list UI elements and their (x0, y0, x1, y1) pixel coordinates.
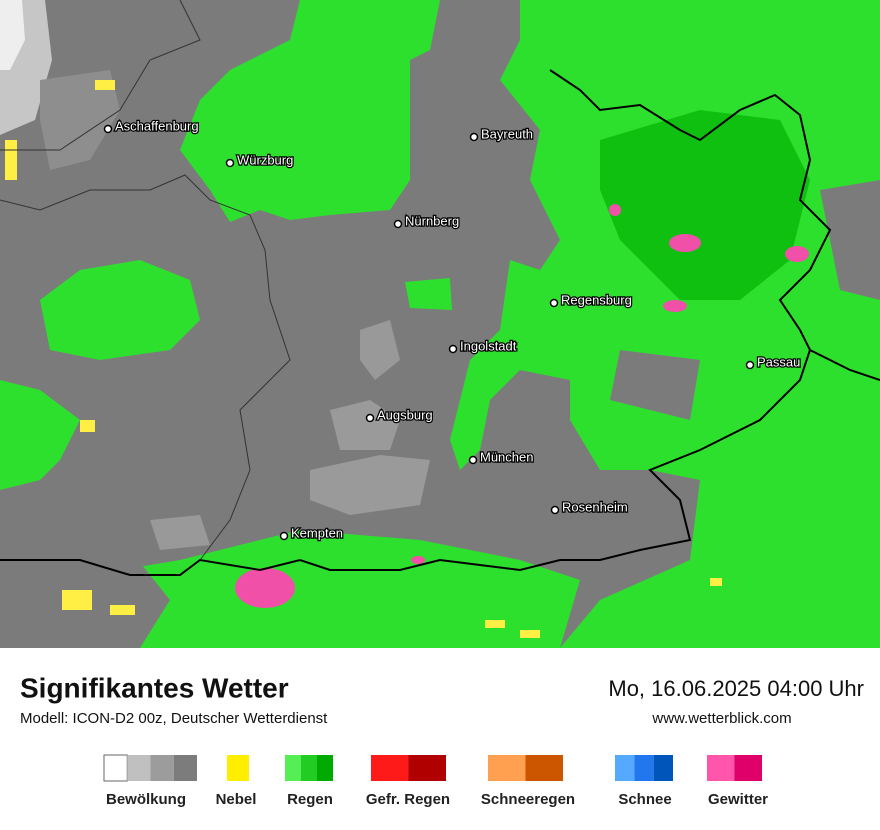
website: www.wetterblick.com (651, 710, 791, 727)
rain-area (405, 278, 452, 310)
legend-label: Gewitter (708, 791, 768, 808)
legend-swatch (408, 755, 446, 781)
country-borders (0, 69, 880, 576)
city-dot (468, 455, 478, 465)
rain-heavy (600, 110, 810, 300)
thunder (785, 246, 809, 262)
state-borders (0, 0, 291, 561)
city-dot (225, 158, 235, 168)
subtitle: Modell: ICON-D2 00z, Deutscher Wetterdie… (20, 710, 328, 727)
legend-label: Regen (287, 791, 333, 808)
city-label: Rosenheim (562, 499, 628, 514)
legend-swatch (371, 755, 409, 781)
legend-swatch (173, 755, 197, 781)
city-label: Würzburg (237, 152, 293, 167)
cloud-patch (310, 455, 430, 515)
border (0, 349, 811, 576)
legend-swatch (127, 755, 151, 781)
rain-area (40, 260, 200, 360)
rain-area (180, 0, 440, 222)
city-dot (469, 132, 479, 142)
border (0, 0, 201, 151)
legend-swatch (488, 755, 526, 781)
footer: Signifikantes Wetter Modell: ICON-D2 00z… (20, 672, 864, 727)
city-dot (393, 219, 403, 229)
thunder (411, 556, 425, 564)
fog (95, 80, 115, 90)
legend-label: Bewölkung (106, 791, 186, 808)
thunder-areas (235, 204, 809, 608)
fog (80, 420, 95, 432)
cloud-patch (360, 320, 400, 380)
city-label: Bayreuth (481, 126, 533, 141)
fog (520, 630, 540, 638)
cloud-patch (330, 400, 400, 450)
legend-swatch (150, 755, 174, 781)
fog (710, 578, 722, 586)
fog (485, 620, 505, 628)
thunder (669, 234, 701, 252)
legend-label: Nebel (216, 791, 257, 808)
city-label: Regensburg (561, 292, 632, 307)
legend-label: Schnee (618, 791, 671, 808)
rain-area (0, 380, 80, 490)
legend: Bewölkung Nebel Regen Gefr. Regen Schneerege… (103, 754, 768, 808)
legend-swatch (227, 755, 249, 781)
thunder (663, 300, 687, 312)
cities: Aschaffenburg Würzburg Bayreuth Nürnberg Reg… (103, 117, 802, 542)
city-label: Passau (757, 354, 800, 369)
fog (110, 605, 135, 615)
map: Aschaffenburg Würzburg Bayreuth Nürnberg Reg… (0, 0, 880, 648)
legend-swatch (615, 755, 635, 781)
datetime: Mo, 16.06.2025 04:00 Uhr (608, 676, 864, 701)
cloud-patch (150, 515, 210, 550)
legend-swatch (634, 755, 654, 781)
cloud-white (0, 0, 25, 70)
legend-swatch (285, 755, 301, 781)
city-dot (279, 531, 289, 541)
title: Signifikantes Wetter (20, 672, 289, 703)
city-label: Aschaffenburg (115, 118, 199, 133)
thunder (609, 204, 621, 216)
fog-pixels (5, 80, 722, 638)
city-dot (549, 298, 559, 308)
city-label: Nürnberg (405, 213, 459, 228)
city-dot (103, 124, 113, 134)
city-label: Augsburg (377, 407, 433, 422)
legend-swatch (317, 755, 333, 781)
legend-swatch (653, 755, 673, 781)
thunder (235, 568, 295, 608)
dry-gap (610, 180, 880, 420)
legend-swatch (301, 755, 317, 781)
city-dot (745, 360, 755, 370)
legend-swatch (103, 754, 128, 782)
legend-label: Gefr. Regen (366, 791, 450, 808)
cloud-patch (40, 70, 120, 170)
city-label: Ingolstadt (460, 338, 517, 353)
city-dot (365, 413, 375, 423)
legend-swatch (734, 755, 762, 781)
city-label: München (480, 449, 533, 464)
border (549, 69, 880, 381)
fog (62, 590, 92, 610)
city-dot (448, 344, 458, 354)
legend-label: Schneeregen (481, 791, 575, 808)
legend-swatch (525, 755, 563, 781)
legend-swatch (707, 755, 735, 781)
city-label: Kempten (291, 525, 343, 540)
city-dot (550, 505, 560, 515)
border (0, 174, 291, 561)
fog (5, 140, 17, 180)
